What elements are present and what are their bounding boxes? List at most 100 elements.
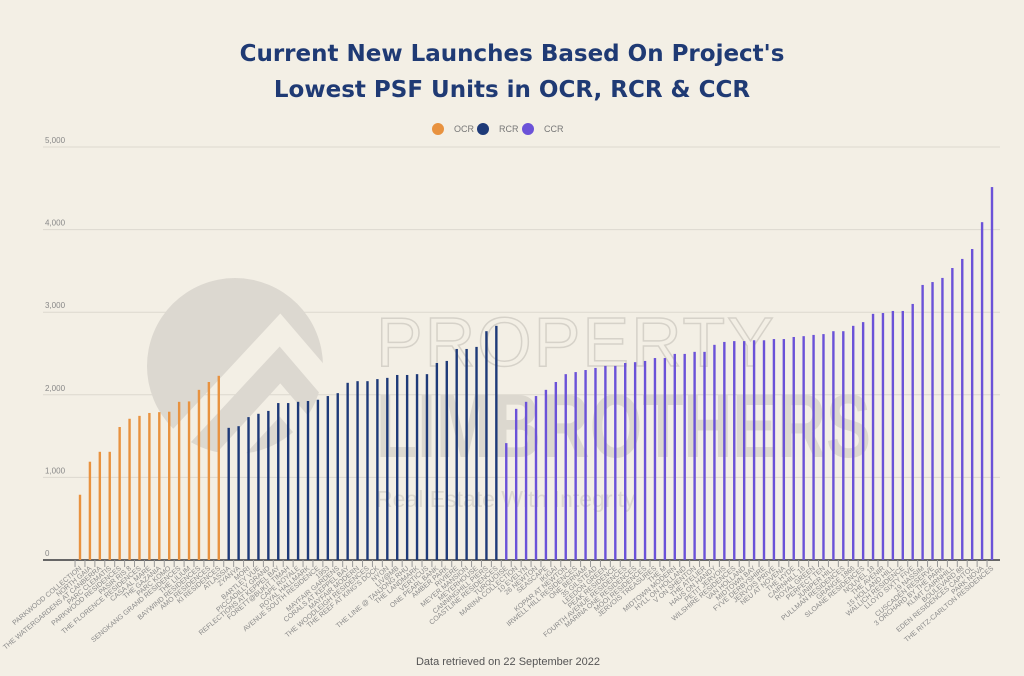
legend: OCR RCR CCR [432, 123, 564, 135]
bar-rcr [277, 403, 280, 560]
legend-swatch-ocr [432, 123, 444, 135]
bar-rcr [495, 325, 498, 560]
bar-rcr [247, 417, 250, 560]
bar-rcr [366, 381, 369, 560]
bar-ccr [723, 341, 726, 560]
bar-ocr [187, 401, 191, 560]
bar-ccr [832, 331, 835, 560]
legend-swatch-ccr [522, 123, 534, 135]
bar-ocr [177, 401, 181, 560]
bar-ccr [762, 340, 766, 560]
bar-ccr [564, 374, 567, 560]
bar-ccr [604, 365, 607, 560]
bar-ocr [217, 375, 220, 560]
bar-ccr [772, 339, 776, 560]
bar-rcr [405, 374, 409, 560]
bar-ccr [713, 344, 716, 560]
bar-ccr [802, 336, 805, 560]
bar-ccr [633, 362, 637, 560]
bar-rcr [316, 399, 320, 560]
bar-ccr [822, 334, 825, 560]
bar-rcr [425, 374, 429, 560]
bar-ccr [951, 268, 954, 560]
bar-ocr [168, 411, 171, 560]
bar-ccr [752, 340, 756, 560]
bar-ccr [742, 341, 746, 560]
bar-ccr [624, 362, 627, 560]
bar-ccr [980, 222, 984, 560]
bar-ccr [871, 313, 875, 560]
bar-rcr [455, 348, 458, 560]
bar-ocr [78, 494, 82, 560]
bar-rcr [346, 382, 349, 560]
y-tick-label: 3,000 [45, 301, 66, 310]
bar-rcr [227, 427, 230, 560]
y-tick-label: 1,000 [45, 466, 66, 475]
bar-ccr [554, 381, 558, 560]
bar-ocr [108, 451, 111, 560]
bar-rcr [356, 381, 359, 560]
bar-rcr [475, 346, 478, 560]
bar-rcr [396, 374, 399, 560]
bar-ccr [693, 351, 696, 560]
bar-ccr [733, 341, 736, 560]
bar-ccr [574, 372, 577, 560]
bar-ccr [961, 258, 964, 560]
bar-ccr [792, 336, 795, 560]
bar-ccr [673, 353, 676, 560]
bar-rcr [376, 379, 379, 560]
bar-ccr [534, 396, 538, 560]
y-tick-label: 2,000 [45, 384, 66, 393]
y-tick-label: 5,000 [45, 136, 66, 145]
bar-rcr [326, 396, 330, 560]
bar-ccr [921, 284, 924, 560]
svg-text:LIMBROTHERS: LIMBROTHERS [376, 377, 871, 477]
y-tick-label: 4,000 [45, 219, 66, 228]
bar-ccr [544, 389, 548, 560]
bar-ccr [653, 358, 657, 560]
bar-ccr [584, 370, 587, 560]
bar-ocr [207, 381, 211, 560]
footnote: Data retrieved on 22 September 2022 [416, 656, 600, 668]
bar-ccr [970, 249, 974, 561]
bar-ccr [842, 331, 845, 560]
bar-ccr [782, 339, 786, 560]
legend-label-ccr: CCR [544, 124, 564, 134]
bar-ocr [148, 412, 151, 560]
chart-title-line-1: Current New Launches Based On Project's [240, 41, 785, 67]
bar-ocr [138, 415, 141, 560]
bar-rcr [286, 403, 290, 560]
bar-ccr [901, 310, 904, 560]
bar-ccr [852, 325, 855, 560]
bar-ccr [514, 408, 518, 560]
bar-ccr [911, 303, 914, 560]
bar-ccr [614, 365, 617, 560]
bar-ccr [663, 358, 667, 560]
bar-ccr [881, 313, 885, 560]
bar-rcr [485, 331, 488, 560]
bar-ocr [158, 412, 161, 560]
svg-text:PROPERTY: PROPERTY [376, 303, 776, 381]
legend-swatch-rcr [477, 123, 489, 135]
bar-rcr [465, 348, 468, 560]
bar-ccr [941, 277, 944, 560]
bar-ocr [98, 451, 102, 560]
bar-rcr [306, 400, 310, 560]
bar-ocr [88, 461, 92, 560]
bar-ccr [861, 322, 865, 560]
bar-rcr [237, 426, 240, 560]
bar-ccr [524, 401, 528, 560]
bar-rcr [415, 374, 419, 560]
bar-ccr [891, 310, 895, 560]
watermark-logo: PROPERTY LIMBROTHERS Real Estate With In… [141, 278, 871, 548]
y-tick-label: 0 [45, 549, 50, 558]
bar-ccr [703, 351, 706, 560]
bar-rcr [296, 401, 300, 560]
legend-label-rcr: RCR [499, 124, 519, 134]
bar-rcr [445, 360, 448, 560]
bar-ccr [643, 360, 647, 560]
bar-ccr [812, 334, 815, 560]
bar-rcr [267, 410, 270, 560]
bar-rcr [386, 377, 389, 560]
